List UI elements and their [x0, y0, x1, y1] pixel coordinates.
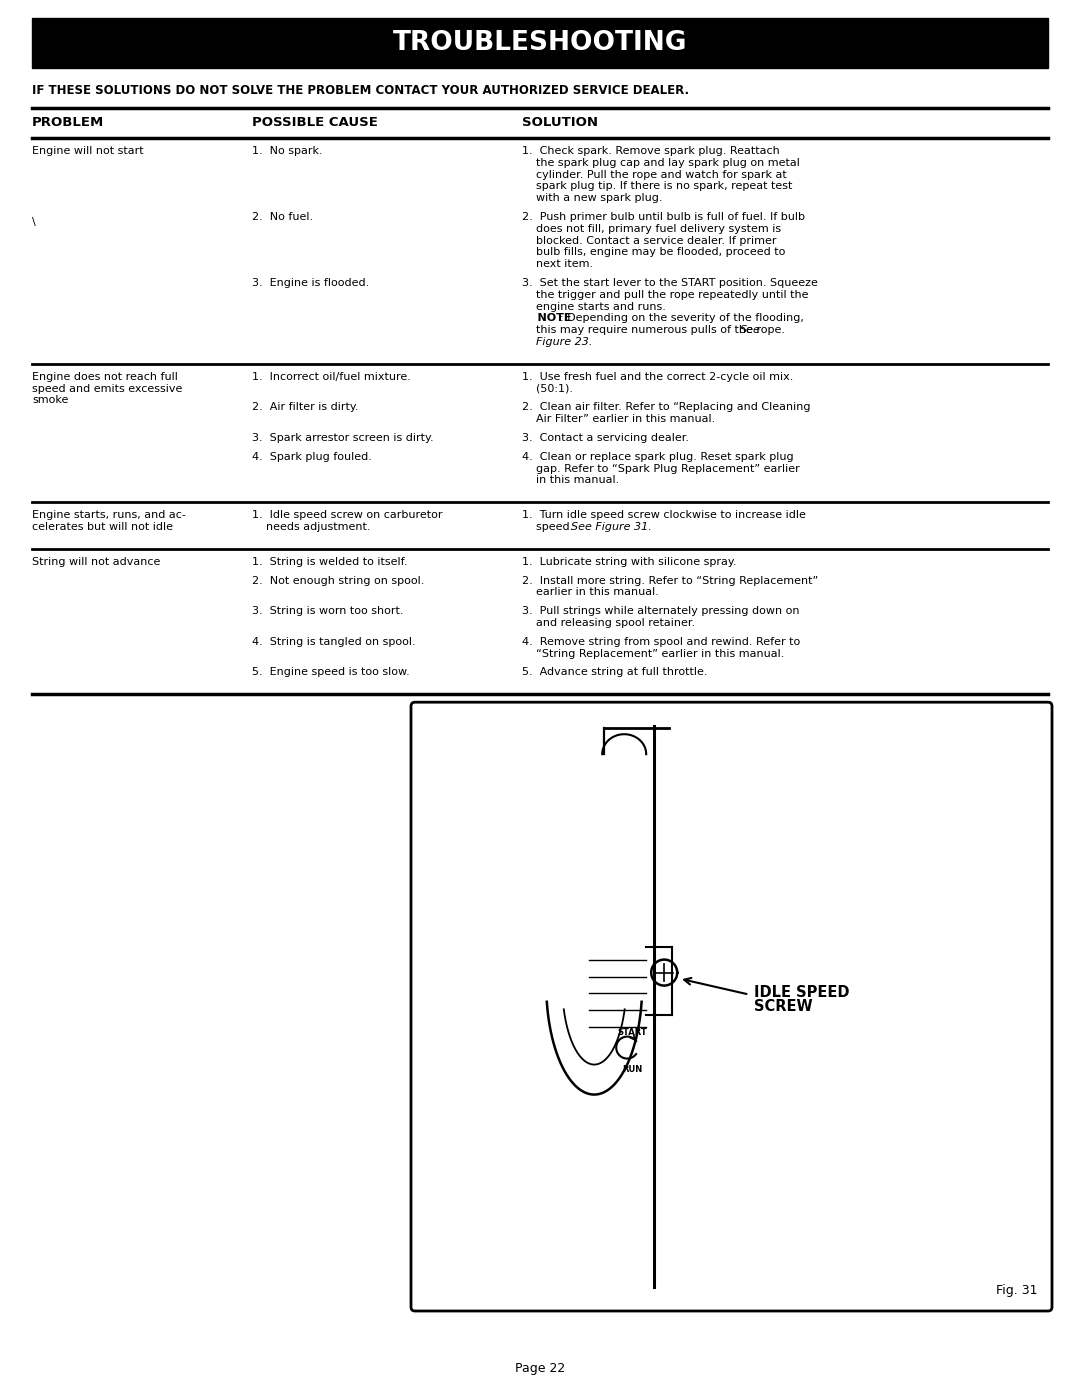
Text: in this manual.: in this manual.: [522, 475, 619, 485]
Text: : Depending on the severity of the flooding,: : Depending on the severity of the flood…: [561, 313, 804, 323]
Text: 5.  Engine speed is too slow.: 5. Engine speed is too slow.: [252, 668, 409, 678]
Text: Page 22: Page 22: [515, 1362, 565, 1375]
Text: 3.  Contact a servicing dealer.: 3. Contact a servicing dealer.: [522, 433, 689, 443]
Text: earlier in this manual.: earlier in this manual.: [522, 587, 659, 598]
Text: 1.  String is welded to itself.: 1. String is welded to itself.: [252, 557, 407, 567]
Text: this may require numerous pulls of the rope.: this may require numerous pulls of the r…: [522, 326, 788, 335]
Text: \: \: [32, 217, 36, 226]
Text: 4.  Remove string from spool and rewind. Refer to: 4. Remove string from spool and rewind. …: [522, 637, 800, 647]
Text: IF THESE SOLUTIONS DO NOT SOLVE THE PROBLEM CONTACT YOUR AUTHORIZED SERVICE DEAL: IF THESE SOLUTIONS DO NOT SOLVE THE PROB…: [32, 84, 689, 96]
Text: TROUBLESHOOTING: TROUBLESHOOTING: [393, 29, 687, 56]
Text: next item.: next item.: [522, 260, 593, 270]
Text: 2.  No fuel.: 2. No fuel.: [252, 212, 313, 222]
Text: 2.  Install more string. Refer to “String Replacement”: 2. Install more string. Refer to “String…: [522, 576, 819, 585]
Text: “String Replacement” earlier in this manual.: “String Replacement” earlier in this man…: [522, 648, 784, 658]
Text: POSSIBLE CAUSE: POSSIBLE CAUSE: [252, 116, 378, 129]
Text: does not fill, primary fuel delivery system is: does not fill, primary fuel delivery sys…: [522, 224, 781, 233]
Text: speed and emits excessive: speed and emits excessive: [32, 384, 183, 394]
Text: 1.  Use fresh fuel and the correct 2-cycle oil mix.: 1. Use fresh fuel and the correct 2-cycl…: [522, 372, 794, 381]
Text: bulb fills, engine may be flooded, proceed to: bulb fills, engine may be flooded, proce…: [522, 247, 785, 257]
Text: blocked. Contact a service dealer. If primer: blocked. Contact a service dealer. If pr…: [522, 236, 777, 246]
Text: 2.  Air filter is dirty.: 2. Air filter is dirty.: [252, 402, 359, 412]
Text: and releasing spool retainer.: and releasing spool retainer.: [522, 617, 696, 629]
Text: 3.  Engine is flooded.: 3. Engine is flooded.: [252, 278, 369, 288]
Text: 1.  Turn idle speed screw clockwise to increase idle: 1. Turn idle speed screw clockwise to in…: [522, 510, 806, 520]
Text: START: START: [618, 1028, 647, 1037]
Text: celerates but will not idle: celerates but will not idle: [32, 522, 173, 532]
Text: 2.  Clean air filter. Refer to “Replacing and Cleaning: 2. Clean air filter. Refer to “Replacing…: [522, 402, 810, 412]
Text: See: See: [740, 326, 760, 335]
Text: engine starts and runs.: engine starts and runs.: [522, 302, 666, 312]
FancyBboxPatch shape: [411, 703, 1052, 1310]
Text: Engine will not start: Engine will not start: [32, 147, 144, 156]
Text: SOLUTION: SOLUTION: [522, 116, 598, 129]
Bar: [32, 18, 1048, 68]
Text: cylinder. Pull the rope and watch for spark at: cylinder. Pull the rope and watch for sp…: [522, 169, 786, 180]
Text: the spark plug cap and lay spark plug on metal: the spark plug cap and lay spark plug on…: [522, 158, 800, 168]
Text: 2.  Not enough string on spool.: 2. Not enough string on spool.: [252, 576, 424, 585]
Text: 2.  Push primer bulb until bulb is full of fuel. If bulb: 2. Push primer bulb until bulb is full o…: [522, 212, 805, 222]
Text: spark plug tip. If there is no spark, repeat test: spark plug tip. If there is no spark, re…: [522, 182, 793, 191]
Text: SCREW: SCREW: [754, 999, 813, 1014]
Text: 1.  Check spark. Remove spark plug. Reattach: 1. Check spark. Remove spark plug. Reatt…: [522, 147, 780, 156]
Text: Figure 23.: Figure 23.: [522, 337, 592, 346]
Text: NOTE: NOTE: [522, 313, 571, 323]
Text: smoke: smoke: [32, 395, 68, 405]
Text: PROBLEM: PROBLEM: [32, 116, 105, 129]
Text: 4.  String is tangled on spool.: 4. String is tangled on spool.: [252, 637, 416, 647]
Text: RUN: RUN: [622, 1065, 643, 1073]
Text: 3.  Pull strings while alternately pressing down on: 3. Pull strings while alternately pressi…: [522, 606, 799, 616]
Text: 1.  Lubricate string with silicone spray.: 1. Lubricate string with silicone spray.: [522, 557, 737, 567]
Text: speed.: speed.: [522, 522, 577, 532]
Text: 4.  Spark plug fouled.: 4. Spark plug fouled.: [252, 451, 372, 462]
Text: gap. Refer to “Spark Plug Replacement” earlier: gap. Refer to “Spark Plug Replacement” e…: [522, 464, 800, 474]
Text: (50:1).: (50:1).: [522, 384, 573, 394]
Text: 4.  Clean or replace spark plug. Reset spark plug: 4. Clean or replace spark plug. Reset sp…: [522, 451, 794, 462]
Text: 3.  Spark arrestor screen is dirty.: 3. Spark arrestor screen is dirty.: [252, 433, 434, 443]
Text: 1.  Incorrect oil/fuel mixture.: 1. Incorrect oil/fuel mixture.: [252, 372, 410, 381]
Text: Air Filter” earlier in this manual.: Air Filter” earlier in this manual.: [522, 414, 715, 425]
Text: 1.  Idle speed screw on carburetor: 1. Idle speed screw on carburetor: [252, 510, 443, 520]
Text: 3.  String is worn too short.: 3. String is worn too short.: [252, 606, 404, 616]
Text: the trigger and pull the rope repeatedly until the: the trigger and pull the rope repeatedly…: [522, 289, 809, 300]
Text: Engine does not reach full: Engine does not reach full: [32, 372, 178, 381]
Text: IDLE SPEED: IDLE SPEED: [754, 985, 850, 1000]
Text: 3.  Set the start lever to the START position. Squeeze: 3. Set the start lever to the START posi…: [522, 278, 818, 288]
Text: 1.  No spark.: 1. No spark.: [252, 147, 323, 156]
Text: See Figure 31.: See Figure 31.: [571, 522, 651, 532]
Text: String will not advance: String will not advance: [32, 557, 160, 567]
Text: with a new spark plug.: with a new spark plug.: [522, 193, 662, 203]
Text: needs adjustment.: needs adjustment.: [252, 522, 370, 532]
Text: Fig. 31: Fig. 31: [997, 1284, 1038, 1296]
Text: 5.  Advance string at full throttle.: 5. Advance string at full throttle.: [522, 668, 707, 678]
Text: Engine starts, runs, and ac-: Engine starts, runs, and ac-: [32, 510, 186, 520]
